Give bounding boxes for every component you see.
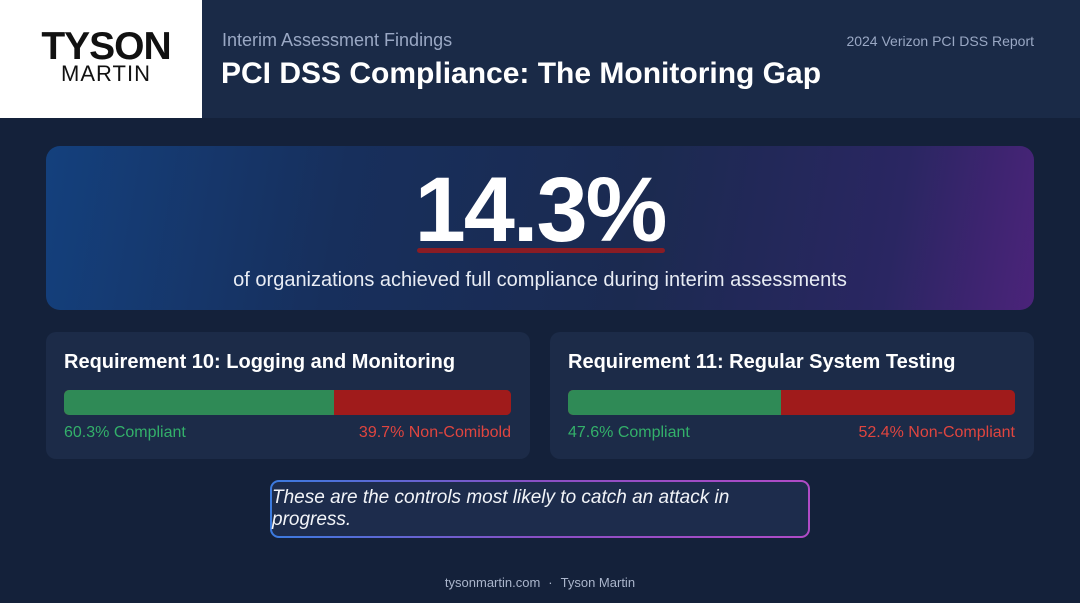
hero-stat-underline — [417, 248, 665, 253]
logo-line-1: TYSON — [41, 25, 171, 68]
hero-stat-caption: of organizations achieved full complianc… — [233, 269, 847, 291]
requirement-10-compliant-label: 60.3% Compliant — [64, 424, 186, 441]
footer-separator: · — [548, 575, 553, 590]
logo: TYSON MARTIN — [0, 0, 202, 118]
requirement-10-title: Requirement 10: Logging and Monitoring — [64, 351, 456, 373]
requirement-10-compliance-bar — [64, 390, 511, 415]
requirement-11-card: Requirement 11: Regular System Testing 4… — [550, 332, 1034, 459]
callout-box: These are the controls most likely to ca… — [270, 480, 810, 538]
hero-stat-value: 14.3% — [414, 159, 668, 261]
callout-text: These are the controls most likely to ca… — [272, 487, 730, 530]
requirement-11-title: Requirement 11: Regular System Testing — [568, 351, 956, 373]
footer: tysonmartin.com · Tyson Martin — [0, 575, 1080, 590]
callout-inner: These are the controls most likely to ca… — [272, 482, 808, 536]
hero-stat-panel: 14.3% of organizations achieved full com… — [46, 146, 1034, 310]
requirement-11-compliant-label: 47.6% Compliant — [568, 424, 690, 441]
eyebrow-label: Interim Assessment Findings — [222, 30, 453, 50]
requirement-11-compliant-segment — [568, 390, 781, 415]
header-bar: TYSON MARTIN Interim Assessment Findings… — [0, 0, 1080, 118]
requirement-10-noncompliant-segment — [333, 390, 511, 415]
logo-line-2: MARTIN — [61, 61, 151, 86]
requirement-10-noncompliant-label: 39.7% Non-Comibold — [358, 424, 511, 441]
requirement-11-compliance-bar — [568, 390, 1015, 415]
requirement-10-card: Requirement 10: Logging and Monitoring 6… — [46, 332, 530, 459]
footer-site-link[interactable]: tysonmartin.com — [444, 575, 541, 590]
footer-author: Tyson Martin — [560, 575, 636, 590]
report-source-label: 2024 Verizon PCI DSS Report — [846, 33, 1034, 49]
requirement-11-noncompliant-label: 52.4% Non-Compliant — [858, 424, 1015, 441]
requirement-10-compliant-segment — [64, 390, 334, 415]
requirement-11-noncompliant-segment — [780, 390, 1015, 415]
page-title: PCI DSS Compliance: The Monitoring Gap — [221, 57, 822, 90]
